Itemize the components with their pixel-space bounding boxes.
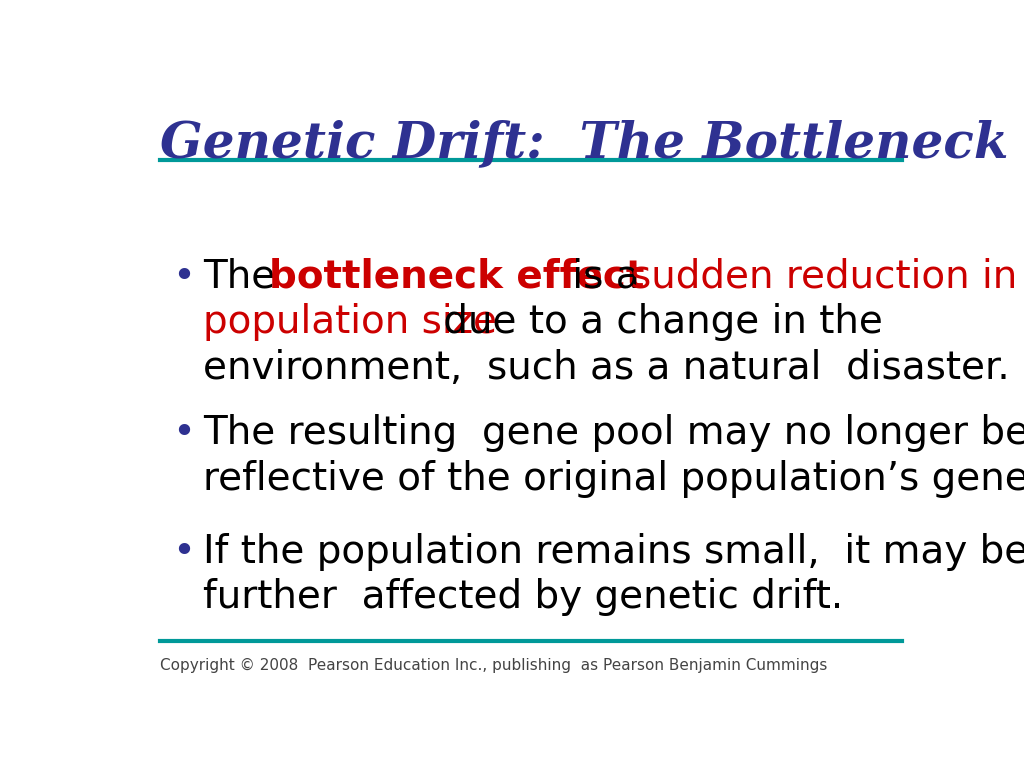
Text: •: • bbox=[172, 533, 195, 571]
Text: reflective of the original population’s gene pool.: reflective of the original population’s … bbox=[204, 460, 1024, 498]
Text: •: • bbox=[172, 258, 195, 296]
Text: due to a change in the: due to a change in the bbox=[431, 303, 883, 341]
Text: population size: population size bbox=[204, 303, 498, 341]
Text: Copyright © 2008  Pearson Education Inc., publishing  as Pearson Benjamin Cummin: Copyright © 2008 Pearson Education Inc.,… bbox=[160, 658, 827, 673]
Text: The: The bbox=[204, 258, 288, 296]
Text: If the population remains small,  it may be: If the population remains small, it may … bbox=[204, 533, 1024, 571]
Text: bottleneck effect: bottleneck effect bbox=[269, 258, 644, 296]
Text: further  affected by genetic drift.: further affected by genetic drift. bbox=[204, 578, 844, 616]
Text: Genetic Drift:  The Bottleneck Effect: Genetic Drift: The Bottleneck Effect bbox=[160, 119, 1024, 167]
Text: sudden reduction in: sudden reduction in bbox=[631, 258, 1018, 296]
Text: The resulting  gene pool may no longer be: The resulting gene pool may no longer be bbox=[204, 415, 1024, 452]
Text: is a: is a bbox=[560, 258, 652, 296]
Text: environment,  such as a natural  disaster.: environment, such as a natural disaster. bbox=[204, 349, 1010, 387]
Text: •: • bbox=[172, 415, 195, 452]
